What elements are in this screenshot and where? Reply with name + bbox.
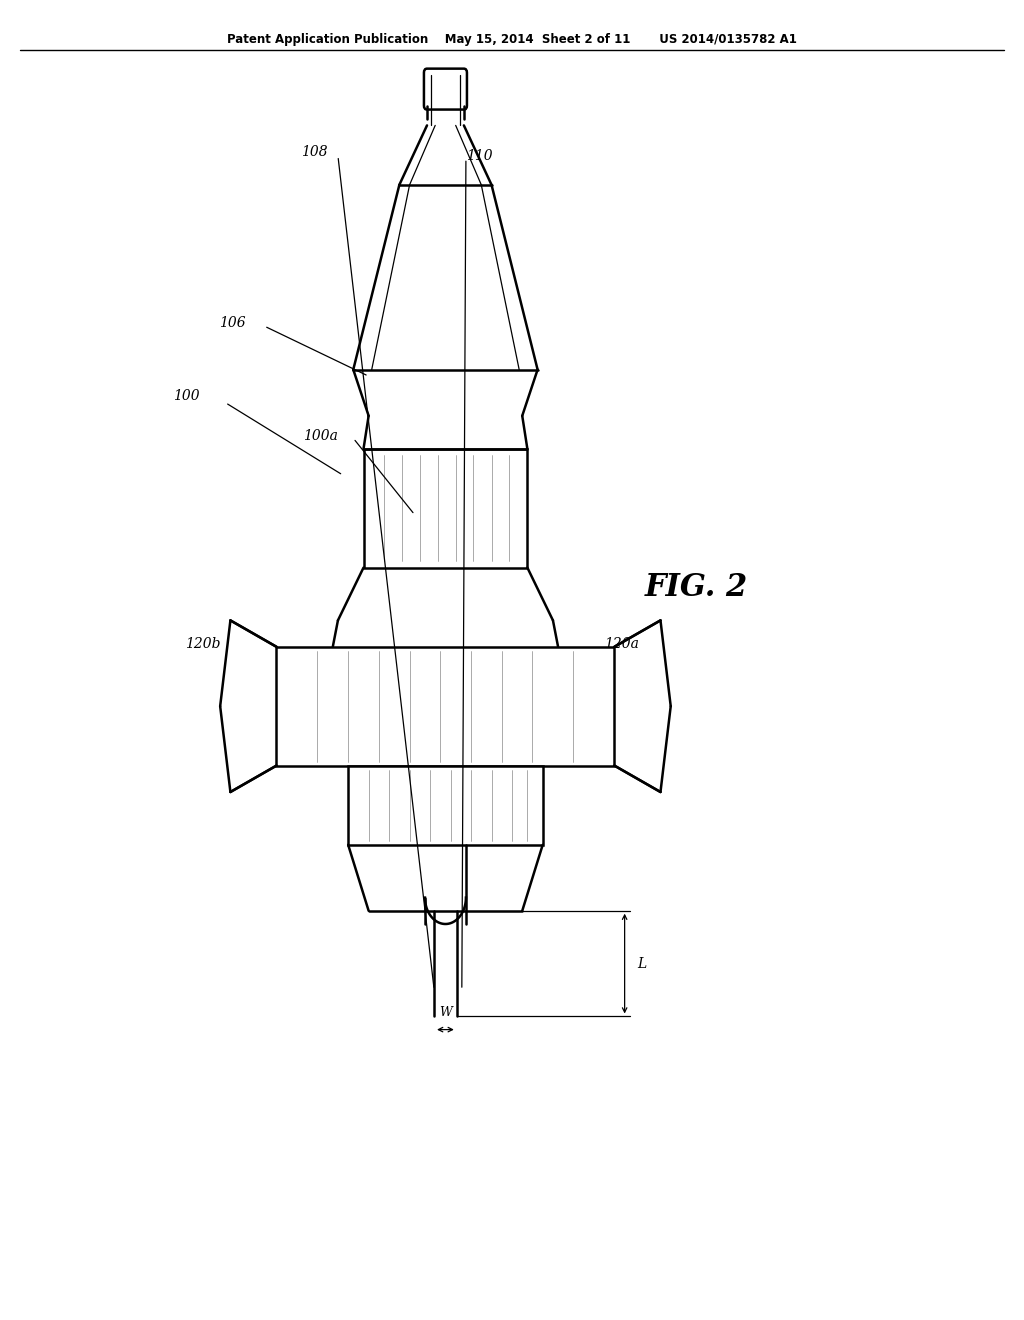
Text: W: W — [439, 1006, 452, 1019]
Bar — [276, 647, 614, 766]
Text: 120b: 120b — [184, 638, 220, 651]
Bar — [348, 766, 543, 845]
Text: FIG. 2: FIG. 2 — [645, 572, 748, 603]
Text: 106: 106 — [219, 317, 246, 330]
FancyBboxPatch shape — [424, 69, 467, 110]
Text: L: L — [637, 957, 646, 970]
Text: 110: 110 — [466, 149, 493, 162]
Text: 120a: 120a — [604, 638, 639, 651]
Bar — [364, 449, 527, 568]
Text: 100: 100 — [173, 389, 200, 403]
Text: 108: 108 — [301, 145, 328, 158]
Text: 100a: 100a — [303, 429, 338, 442]
Text: Patent Application Publication    May 15, 2014  Sheet 2 of 11       US 2014/0135: Patent Application Publication May 15, 2… — [227, 33, 797, 46]
